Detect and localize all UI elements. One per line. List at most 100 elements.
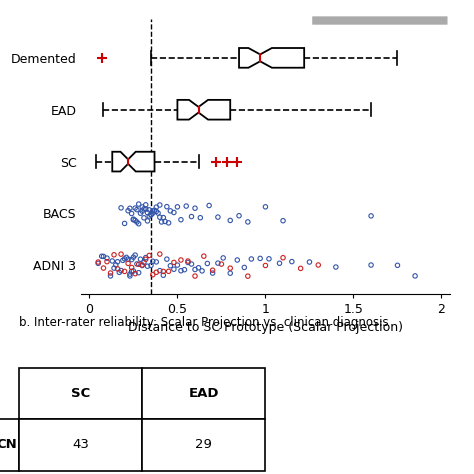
Point (129, 215, 137, 223)
Point (262, 262, 269, 269)
Text: b. Inter-rater reliability: Scalar Projection vs. clinican diagnosis: b. Inter-rater reliability: Scalar Proje… (19, 317, 389, 329)
Point (158, 218, 165, 226)
Point (100, 264, 107, 272)
Point (188, 260, 195, 268)
Point (135, 220, 143, 228)
Point (140, 258, 148, 266)
Point (160, 214, 167, 221)
Point (235, 212, 243, 219)
Point (103, 258, 111, 265)
Point (177, 216, 185, 224)
Point (214, 213, 222, 221)
Point (170, 259, 178, 266)
Point (195, 264, 202, 272)
Point (129, 216, 137, 224)
Point (133, 206, 141, 213)
Point (166, 207, 174, 215)
Point (297, 264, 304, 272)
Point (100, 253, 107, 260)
Point (94, 258, 102, 266)
Point (138, 261, 146, 269)
Point (200, 252, 208, 260)
Point (160, 272, 167, 279)
Point (124, 207, 132, 215)
Point (218, 260, 225, 268)
Point (135, 261, 143, 268)
Point (149, 257, 156, 265)
Point (121, 255, 128, 263)
Point (306, 258, 313, 266)
Point (177, 256, 185, 264)
Point (244, 218, 252, 226)
Point (198, 267, 206, 274)
Point (124, 255, 132, 263)
Point (170, 265, 178, 273)
Point (123, 254, 130, 261)
Point (128, 264, 136, 271)
Point (121, 219, 128, 227)
Point (314, 261, 322, 269)
Point (135, 269, 143, 276)
Point (128, 267, 136, 275)
Point (140, 205, 148, 213)
Point (227, 217, 234, 224)
Point (142, 205, 149, 213)
Point (126, 272, 134, 280)
Point (117, 250, 125, 258)
Point (119, 256, 127, 264)
Polygon shape (239, 48, 304, 68)
Point (156, 267, 164, 274)
Point (154, 209, 162, 217)
Point (140, 214, 148, 221)
Point (262, 203, 269, 210)
X-axis label: Distance to SC Prototype (Scalar Projection): Distance to SC Prototype (Scalar Project… (128, 321, 403, 335)
Point (209, 266, 217, 274)
Point (411, 272, 419, 280)
Point (137, 255, 144, 263)
Point (265, 255, 273, 263)
Point (146, 212, 153, 220)
Point (129, 267, 137, 275)
Polygon shape (177, 100, 230, 119)
Point (163, 255, 171, 263)
Point (114, 265, 121, 273)
Point (276, 259, 283, 267)
Point (161, 218, 169, 225)
Point (137, 210, 144, 217)
Point (227, 264, 234, 272)
Point (244, 273, 252, 280)
Point (240, 264, 248, 271)
Point (191, 266, 199, 273)
Point (247, 255, 255, 263)
Point (394, 262, 401, 269)
Point (184, 257, 192, 265)
Point (203, 260, 211, 267)
Point (288, 258, 296, 265)
Point (191, 204, 199, 212)
Point (170, 209, 178, 216)
Point (188, 213, 195, 220)
Point (138, 262, 146, 269)
Point (279, 217, 287, 225)
Point (103, 255, 111, 262)
Point (142, 201, 149, 209)
Point (191, 272, 199, 280)
Point (197, 214, 204, 221)
Point (131, 251, 139, 259)
Point (133, 218, 141, 226)
Point (151, 207, 158, 214)
Point (153, 203, 160, 211)
Point (166, 262, 174, 270)
Point (138, 207, 146, 215)
Point (163, 203, 171, 210)
Point (144, 209, 151, 217)
Point (142, 254, 149, 261)
Point (131, 204, 139, 212)
Point (135, 201, 143, 208)
Point (256, 255, 264, 262)
Point (94, 260, 102, 267)
Point (149, 271, 156, 279)
Point (129, 254, 137, 261)
Point (367, 212, 375, 219)
Point (173, 261, 181, 269)
